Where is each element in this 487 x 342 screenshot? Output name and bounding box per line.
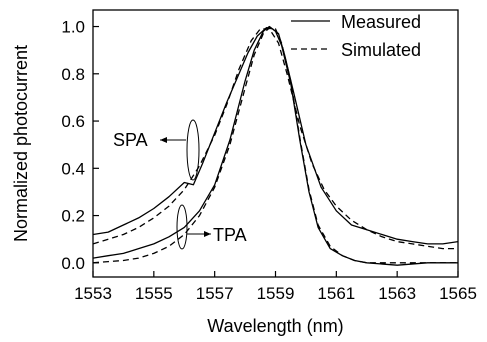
annotation-spa: SPA bbox=[113, 119, 200, 181]
y-tick-label: 0.4 bbox=[61, 159, 85, 178]
tpa-ellipse bbox=[176, 204, 188, 250]
series-spa-measured bbox=[93, 27, 458, 245]
x-tick-label: 1561 bbox=[317, 284, 355, 303]
y-tick-label: 0.8 bbox=[61, 65, 85, 84]
series-layer bbox=[93, 25, 458, 266]
x-tick-label: 1555 bbox=[135, 284, 173, 303]
x-tick-label: 1565 bbox=[439, 284, 477, 303]
series-tpa-measured bbox=[93, 25, 458, 266]
spa-label: SPA bbox=[113, 130, 148, 150]
x-tick-label: 1563 bbox=[378, 284, 416, 303]
legend-label-measured: Measured bbox=[341, 12, 421, 32]
x-tick-label: 1557 bbox=[196, 284, 234, 303]
legend: Measured Simulated bbox=[291, 12, 421, 60]
y-tick-label: 0.0 bbox=[61, 254, 85, 273]
y-tick-label: 1.0 bbox=[61, 18, 85, 37]
x-tick-label: 1559 bbox=[257, 284, 295, 303]
tick-layer: 1553 1555 1557 1559 1561 1563 1565 0.0 0.2 0.4 0.6… bbox=[61, 18, 477, 303]
spa-ellipse bbox=[186, 119, 200, 181]
y-tick-label: 0.2 bbox=[61, 207, 85, 226]
y-axis-label: Normalized photocurrent bbox=[11, 45, 31, 242]
x-tick-label: 1553 bbox=[74, 284, 112, 303]
series-spa-simulated bbox=[93, 28, 458, 250]
series-tpa-simulated bbox=[93, 27, 458, 264]
x-axis-label: Wavelength (nm) bbox=[207, 316, 343, 336]
y-tick-label: 0.6 bbox=[61, 112, 85, 131]
legend-label-simulated: Simulated bbox=[341, 40, 421, 60]
annotation-tpa: TPA bbox=[176, 204, 247, 250]
tpa-arrow-head bbox=[204, 231, 211, 237]
tpa-label: TPA bbox=[213, 225, 247, 245]
spa-arrow-head bbox=[160, 137, 167, 143]
